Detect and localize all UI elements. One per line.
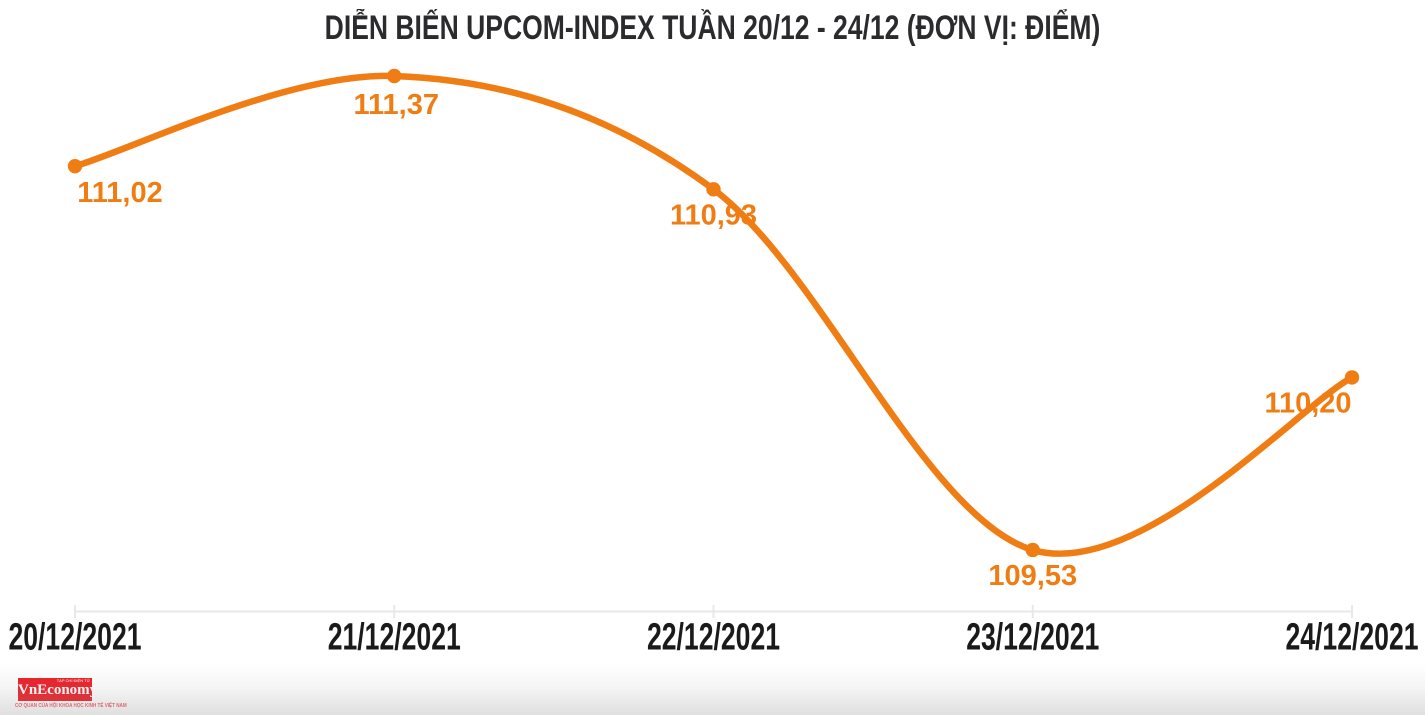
data-point-dot — [1025, 542, 1040, 558]
logo-wordmark: VnEconomy — [18, 682, 98, 698]
data-point-dot — [387, 68, 402, 84]
x-axis-label: 20/12/2021 — [8, 615, 141, 658]
x-axis-label: 23/12/2021 — [966, 615, 1099, 658]
data-point-label: 110,20 — [1264, 387, 1351, 419]
data-point-dot — [706, 182, 721, 197]
logo-tagline: TẠP CHÍ ĐIỆN TỬ — [56, 678, 90, 683]
logo-subtext: CƠ QUAN CỦA HỘI KHOA HỌC KINH TẾ VIỆT NA… — [15, 703, 127, 709]
data-point-label: 109,53 — [988, 560, 1077, 592]
trend-line — [71, 72, 1356, 557]
x-axis-label: 21/12/2021 — [328, 615, 461, 658]
data-point-dot — [1344, 370, 1360, 385]
chart-title: DIỄN BIẾN UPCOM-INDEX TUẦN 20/12 - 24/12… — [324, 9, 1101, 47]
x-axis-label: 22/12/2021 — [647, 615, 780, 658]
data-point-label: 111,02 — [77, 177, 163, 209]
vneconomy-logo-box: TẠP CHÍ ĐIỆN TỬ VnEconomy — [18, 678, 98, 701]
data-point-dot — [67, 158, 83, 174]
data-point-label: 110,93 — [670, 199, 757, 231]
data-point-label: 111,37 — [354, 89, 440, 121]
x-axis-label: 24/12/2021 — [1285, 615, 1418, 658]
